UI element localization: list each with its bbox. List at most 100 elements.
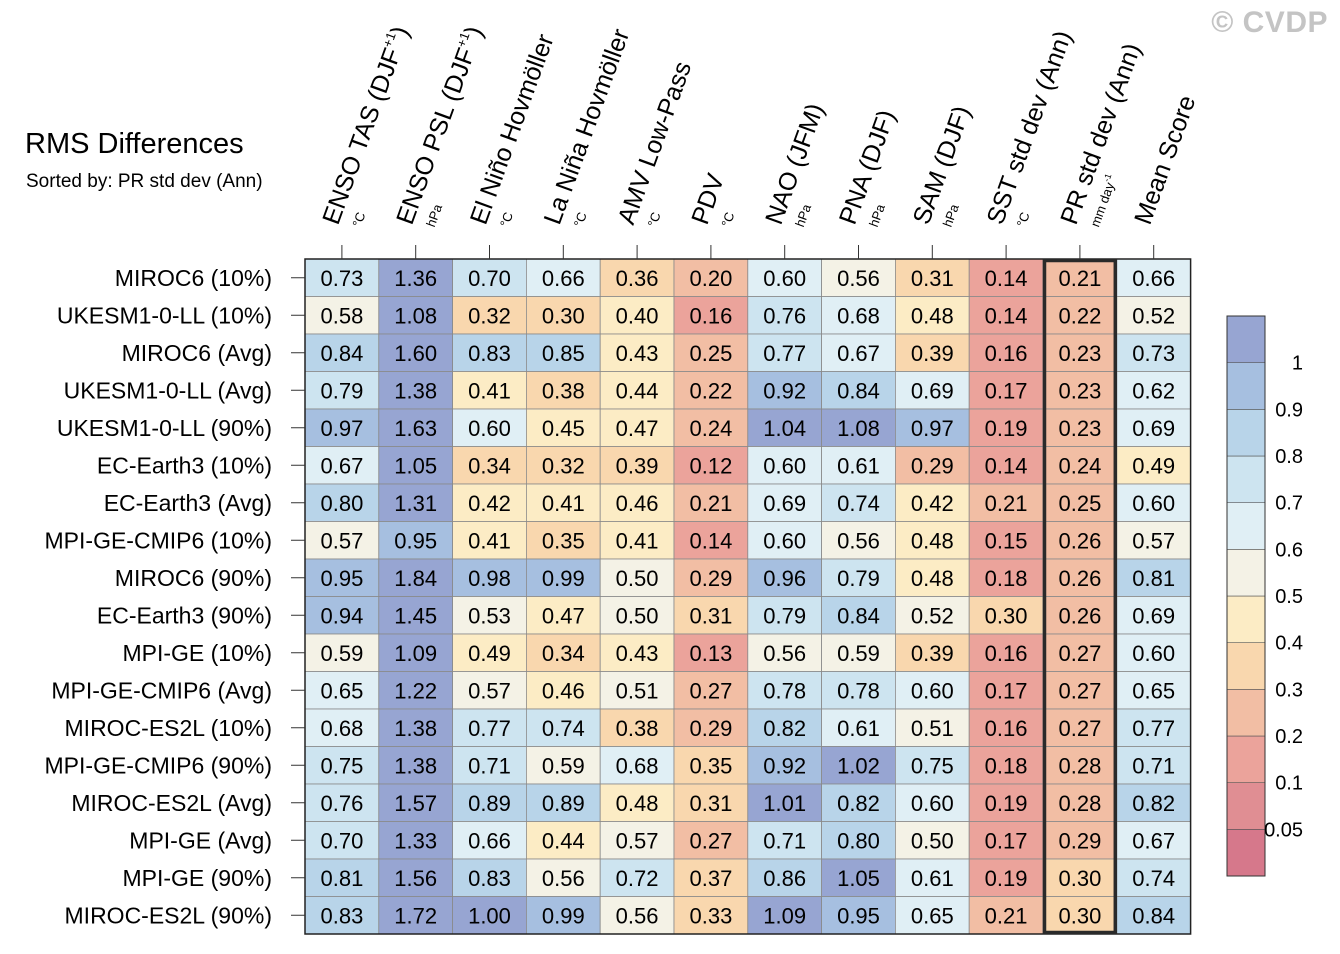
cell-value-label: 1.56 [394,866,437,891]
cell-value-label: 0.48 [616,791,659,816]
svg-text:AMV Low-Pass: AMV Low-Pass [612,58,697,228]
heatmap-cell [599,671,675,710]
cell-value-label: 1.22 [394,678,437,703]
colorbar-segment [1226,595,1266,643]
highlighted-column-outline [1042,258,1118,935]
cell-value-label: 0.61 [837,453,880,478]
cell-value-label: 1.31 [394,491,437,516]
cell-value-label: 0.14 [985,266,1028,291]
cell-value-label: 0.29 [1058,828,1101,853]
row-label-miroc-es2l-avg: MIROC-ES2L (Avg) [71,790,272,816]
cell-value-label: 0.57 [468,678,511,703]
heatmap-cell [526,483,601,522]
heatmap-cell [378,896,453,935]
heatmap-cell [821,783,896,822]
row-label-miroc-es2l-10: MIROC-ES2L (10%) [65,715,272,741]
svg-text:NAO (JFM): NAO (JFM) [760,100,830,228]
colorbar-segment [1226,455,1266,503]
cell-value-label: 0.89 [468,791,511,816]
heatmap-cell [452,671,527,710]
heatmap-cell [895,858,970,897]
cell-value-label: 0.49 [468,641,511,666]
cell-value-label: 0.23 [1058,378,1101,403]
cell-value-label: 0.24 [1058,453,1101,478]
cell-value-label: 1.08 [837,416,880,441]
cell-value-label: 0.58 [320,303,363,328]
row-label-mpi-ge-avg: MPI-GE (Avg) [129,827,272,853]
cell-value-label: 0.99 [542,566,585,591]
heatmap-cell [673,371,749,410]
column-unit-label: °C [571,210,590,229]
colorbar-tick-label: 0.7 [1275,493,1303,515]
cell-value-label: 0.29 [689,716,732,741]
cell-value-label: 0.68 [320,716,363,741]
heatmap-cell [821,446,896,485]
heatmap-cell [452,858,527,897]
cell-value-label: 0.59 [542,753,585,778]
heatmap-cell [821,746,896,785]
cell-value-label: 0.52 [911,603,954,628]
cell-value-label: 0.74 [837,491,880,516]
heatmap-cell [1042,521,1118,560]
heatmap-cell [673,708,749,747]
heatmap-cell [968,446,1044,485]
colorbar-border [1226,315,1266,877]
heatmap-cell [1116,483,1192,522]
cell-value-label: 0.37 [689,866,732,891]
cell-value-label: 0.86 [763,866,806,891]
svg-text:Mean Score: Mean Score [1129,92,1201,228]
cell-value-label: 0.26 [1058,528,1101,553]
cell-value-label: 0.71 [763,828,806,853]
cell-value-label: 0.16 [985,341,1028,366]
heatmap-cell [895,596,970,635]
cell-value-label: 0.31 [689,791,732,816]
heatmap-cell [526,783,601,822]
heatmap-cell [304,671,380,710]
heatmap-cell [526,596,601,635]
heatmap-cell [747,296,822,335]
cell-value-label: 0.41 [616,528,659,553]
heatmap-cell [526,858,601,897]
heatmap-cell [304,783,380,822]
cell-value-label: 0.81 [320,866,363,891]
heatmap-cell [1042,858,1118,897]
cell-value-label: 0.27 [689,828,732,853]
heatmap-cell [895,671,970,710]
heatmap-cell [599,521,675,560]
cell-value-label: 0.67 [837,341,880,366]
cell-value-label: 1.08 [394,303,437,328]
cell-value-label: 0.73 [1132,341,1175,366]
heatmap-cell [599,708,675,747]
heatmap-cell [673,558,749,597]
cell-value-label: 0.24 [689,416,732,441]
cell-value-label: 0.79 [763,603,806,628]
cell-value-label: 0.96 [763,566,806,591]
heatmap-cell [599,408,675,447]
colorbar-tick-label: 0.2 [1275,726,1303,748]
cell-value-label: 0.69 [763,491,806,516]
cell-value-label: 0.76 [320,791,363,816]
cell-value-label: 0.19 [985,791,1028,816]
cell-value-label: 0.31 [689,603,732,628]
heatmap-cell [1042,896,1118,935]
cell-value-label: 0.72 [616,866,659,891]
row-label-mpi-ge-cmip6-avg: MPI-GE-CMIP6 (Avg) [51,677,272,703]
cell-value-label: 0.27 [1058,678,1101,703]
cell-value-label: 0.92 [763,378,806,403]
cell-value-label: 0.83 [468,866,511,891]
cell-value-label: 1.38 [394,378,437,403]
cell-value-label: 0.39 [911,341,954,366]
cell-value-label: 1.63 [394,416,437,441]
heatmap-cell [378,633,453,672]
heatmap-cell [968,483,1044,522]
cell-value-label: 0.59 [320,641,363,666]
cell-value-label: 0.34 [542,641,585,666]
cell-value-label: 0.35 [689,753,732,778]
cell-value-label: 0.56 [542,866,585,891]
heatmap-cell [1042,746,1118,785]
heatmap-cell [895,521,970,560]
cell-value-label: 0.22 [689,378,732,403]
heatmap-cell [821,596,896,635]
cell-value-label: 0.33 [689,903,732,928]
heatmap-cell [968,408,1044,447]
